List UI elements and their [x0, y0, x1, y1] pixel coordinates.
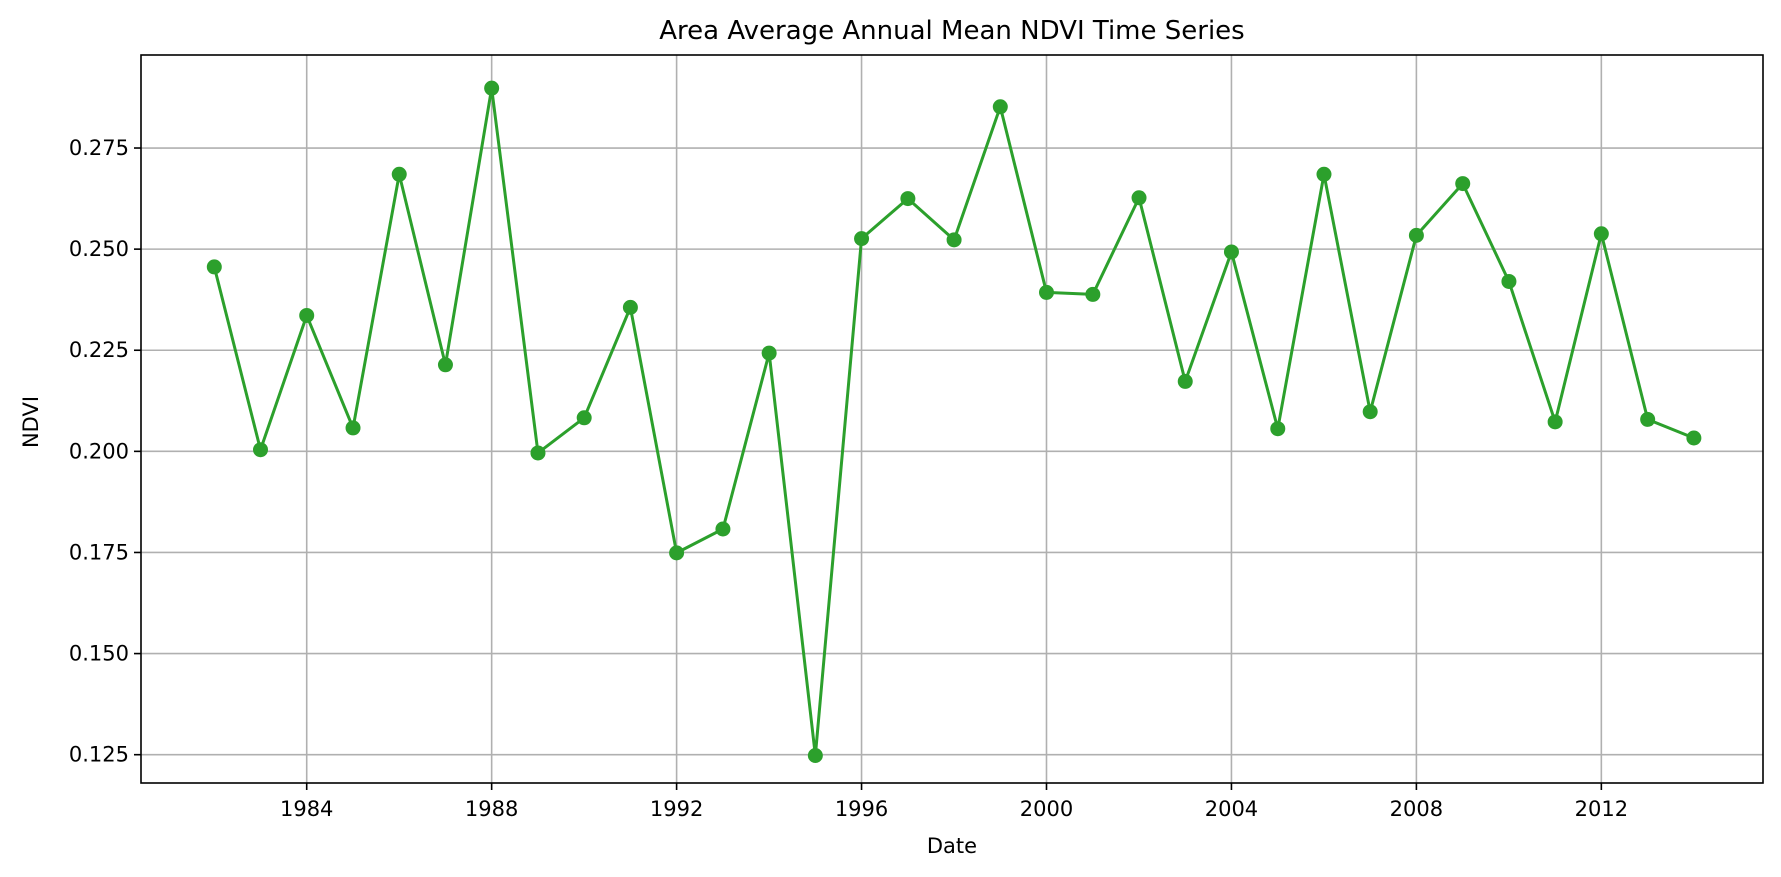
data-point: [206, 259, 222, 275]
x-tick-label: 1984: [280, 797, 333, 821]
data-point-layer: [206, 80, 1702, 763]
y-axis-ticks: 0.125 0.150 0.175 0.200 0.225 0.250 0.275: [69, 136, 141, 767]
y-tick-label: 0.175: [69, 540, 129, 564]
data-point: [1270, 421, 1286, 437]
data-point: [1131, 190, 1147, 206]
y-tick-label: 0.275: [69, 136, 129, 160]
data-point: [1362, 404, 1378, 420]
data-point: [900, 191, 916, 207]
x-axis-ticks: 1984 1988 1992 1996 2000 2004 2008 2012: [280, 783, 1628, 821]
data-point: [1177, 373, 1193, 389]
data-point: [807, 747, 823, 763]
data-point: [484, 80, 500, 96]
data-point: [992, 99, 1008, 115]
grid-lines: [141, 55, 1763, 783]
data-point: [391, 166, 407, 182]
data-point: [1686, 430, 1702, 446]
data-point: [761, 345, 777, 361]
y-tick-label: 0.225: [69, 338, 129, 362]
series-line: [212, 86, 1695, 757]
data-point: [1455, 176, 1471, 192]
data-point: [299, 307, 315, 323]
data-point: [669, 545, 685, 561]
data-point: [1038, 284, 1054, 300]
data-point: [437, 357, 453, 373]
data-point: [345, 420, 361, 436]
data-point: [1085, 286, 1101, 302]
y-tick-label: 0.250: [69, 237, 129, 261]
series-line-layer: [212, 86, 1695, 757]
data-point: [576, 410, 592, 426]
y-tick-label: 0.150: [69, 642, 129, 666]
x-tick-label: 2012: [1575, 797, 1628, 821]
x-tick-label: 2000: [1020, 797, 1073, 821]
data-point: [530, 445, 546, 461]
data-point: [1501, 273, 1517, 289]
x-axis-label: Date: [927, 834, 977, 858]
data-point: [253, 442, 269, 458]
x-tick-label: 1992: [650, 797, 703, 821]
data-point: [1408, 227, 1424, 243]
data-point: [1593, 226, 1609, 242]
data-point: [715, 521, 731, 537]
x-tick-label: 2008: [1390, 797, 1443, 821]
data-point: [946, 232, 962, 248]
data-point: [1316, 166, 1332, 182]
data-point: [1223, 244, 1239, 260]
data-point: [1640, 411, 1656, 427]
chart-title: Area Average Annual Mean NDVI Time Serie…: [659, 16, 1244, 46]
y-tick-label: 0.200: [69, 439, 129, 463]
plot-area-frame: [140, 54, 1764, 784]
data-point: [1547, 414, 1563, 430]
x-tick-label: 2004: [1205, 797, 1258, 821]
y-axis-label: NDVI: [19, 396, 43, 448]
data-point: [622, 299, 638, 315]
data-point: [854, 231, 870, 247]
y-tick-label: 0.125: [69, 743, 129, 767]
x-tick-label: 1996: [835, 797, 888, 821]
x-tick-label: 1988: [465, 797, 518, 821]
